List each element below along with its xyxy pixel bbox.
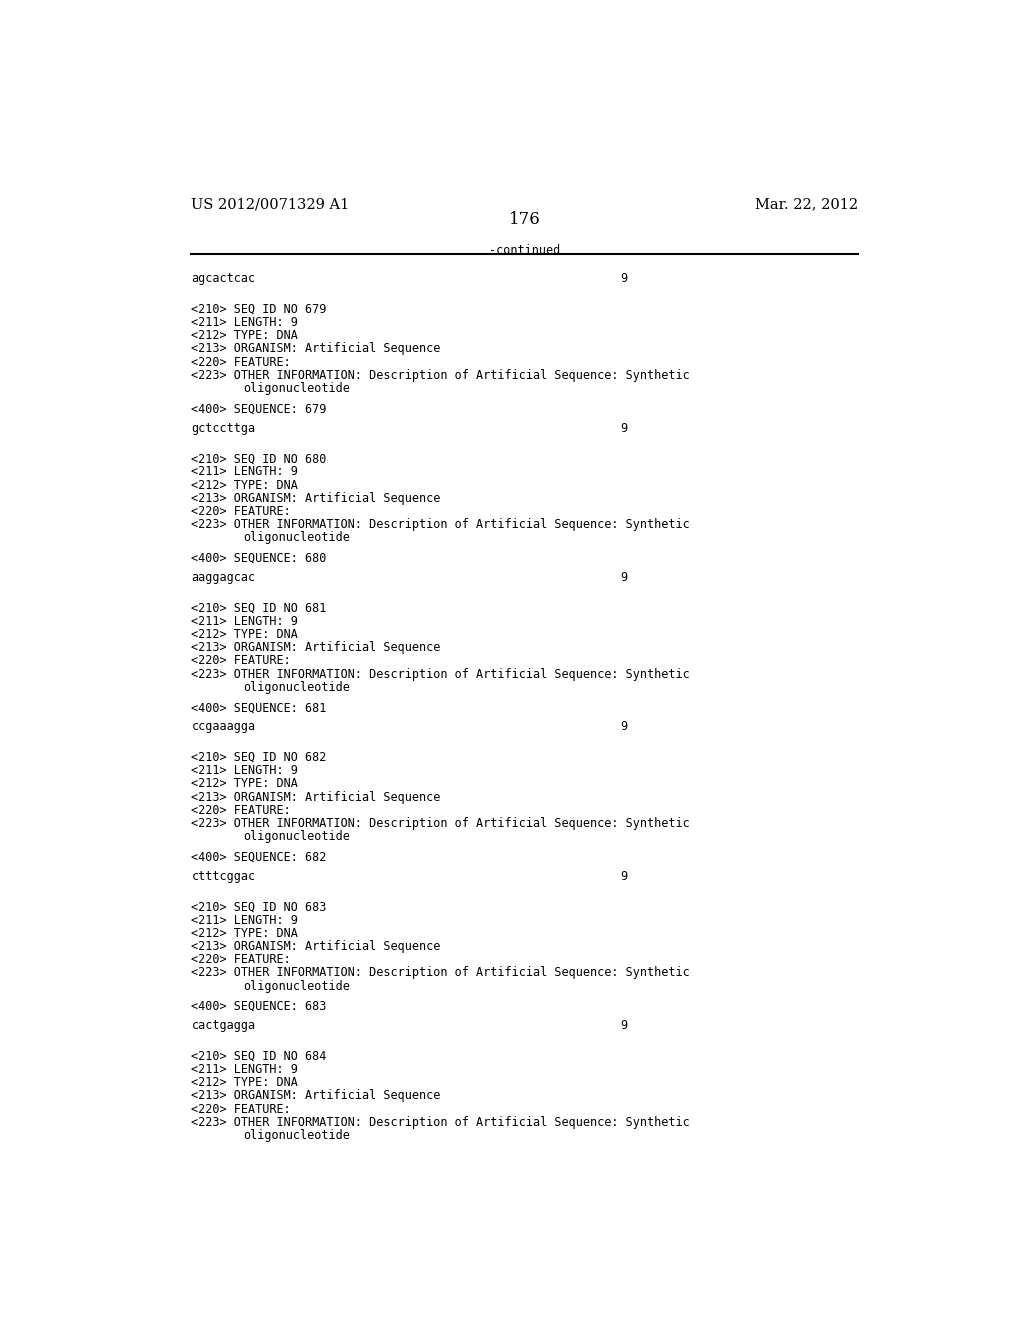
Text: <213> ORGANISM: Artificial Sequence: <213> ORGANISM: Artificial Sequence — [191, 642, 441, 655]
Text: <220> FEATURE:: <220> FEATURE: — [191, 953, 291, 966]
Text: <211> LENGTH: 9: <211> LENGTH: 9 — [191, 615, 298, 628]
Text: ccgaaagga: ccgaaagga — [191, 721, 256, 734]
Text: US 2012/0071329 A1: US 2012/0071329 A1 — [191, 197, 350, 211]
Text: <220> FEATURE:: <220> FEATURE: — [191, 506, 291, 517]
Text: oligonucleotide: oligonucleotide — [243, 681, 350, 694]
Text: <223> OTHER INFORMATION: Description of Artificial Sequence: Synthetic: <223> OTHER INFORMATION: Description of … — [191, 368, 690, 381]
Text: oligonucleotide: oligonucleotide — [243, 1129, 350, 1142]
Text: <400> SEQUENCE: 679: <400> SEQUENCE: 679 — [191, 403, 327, 416]
Text: <220> FEATURE:: <220> FEATURE: — [191, 355, 291, 368]
Text: <212> TYPE: DNA: <212> TYPE: DNA — [191, 777, 298, 791]
Text: 9: 9 — [620, 272, 627, 285]
Text: 9: 9 — [620, 721, 627, 734]
Text: 176: 176 — [509, 211, 541, 228]
Text: oligonucleotide: oligonucleotide — [243, 830, 350, 843]
Text: <223> OTHER INFORMATION: Description of Artificial Sequence: Synthetic: <223> OTHER INFORMATION: Description of … — [191, 966, 690, 979]
Text: <211> LENGTH: 9: <211> LENGTH: 9 — [191, 315, 298, 329]
Text: <223> OTHER INFORMATION: Description of Artificial Sequence: Synthetic: <223> OTHER INFORMATION: Description of … — [191, 519, 690, 531]
Text: ctttcggac: ctttcggac — [191, 870, 256, 883]
Text: <211> LENGTH: 9: <211> LENGTH: 9 — [191, 913, 298, 927]
Text: <212> TYPE: DNA: <212> TYPE: DNA — [191, 1076, 298, 1089]
Text: <210> SEQ ID NO 681: <210> SEQ ID NO 681 — [191, 602, 327, 615]
Text: <220> FEATURE:: <220> FEATURE: — [191, 804, 291, 817]
Text: <400> SEQUENCE: 683: <400> SEQUENCE: 683 — [191, 1001, 327, 1012]
Text: cactgagga: cactgagga — [191, 1019, 256, 1032]
Text: <400> SEQUENCE: 680: <400> SEQUENCE: 680 — [191, 552, 327, 565]
Text: <210> SEQ ID NO 679: <210> SEQ ID NO 679 — [191, 302, 327, 315]
Text: oligonucleotide: oligonucleotide — [243, 532, 350, 544]
Text: <210> SEQ ID NO 682: <210> SEQ ID NO 682 — [191, 751, 327, 764]
Text: <212> TYPE: DNA: <212> TYPE: DNA — [191, 329, 298, 342]
Text: <220> FEATURE:: <220> FEATURE: — [191, 1102, 291, 1115]
Text: <210> SEQ ID NO 684: <210> SEQ ID NO 684 — [191, 1049, 327, 1063]
Text: oligonucleotide: oligonucleotide — [243, 381, 350, 395]
Text: agcactcac: agcactcac — [191, 272, 256, 285]
Text: <223> OTHER INFORMATION: Description of Artificial Sequence: Synthetic: <223> OTHER INFORMATION: Description of … — [191, 817, 690, 830]
Text: 9: 9 — [620, 1019, 627, 1032]
Text: <210> SEQ ID NO 683: <210> SEQ ID NO 683 — [191, 900, 327, 913]
Text: Mar. 22, 2012: Mar. 22, 2012 — [755, 197, 858, 211]
Text: <211> LENGTH: 9: <211> LENGTH: 9 — [191, 1063, 298, 1076]
Text: <213> ORGANISM: Artificial Sequence: <213> ORGANISM: Artificial Sequence — [191, 342, 441, 355]
Text: <210> SEQ ID NO 680: <210> SEQ ID NO 680 — [191, 453, 327, 465]
Text: oligonucleotide: oligonucleotide — [243, 979, 350, 993]
Text: -continued: -continued — [489, 244, 560, 257]
Text: <212> TYPE: DNA: <212> TYPE: DNA — [191, 479, 298, 491]
Text: <213> ORGANISM: Artificial Sequence: <213> ORGANISM: Artificial Sequence — [191, 1089, 441, 1102]
Text: <400> SEQUENCE: 681: <400> SEQUENCE: 681 — [191, 701, 327, 714]
Text: <400> SEQUENCE: 682: <400> SEQUENCE: 682 — [191, 850, 327, 863]
Text: <220> FEATURE:: <220> FEATURE: — [191, 655, 291, 668]
Text: <212> TYPE: DNA: <212> TYPE: DNA — [191, 927, 298, 940]
Text: 9: 9 — [620, 421, 627, 434]
Text: aaggagcac: aaggagcac — [191, 572, 256, 583]
Text: <213> ORGANISM: Artificial Sequence: <213> ORGANISM: Artificial Sequence — [191, 940, 441, 953]
Text: <213> ORGANISM: Artificial Sequence: <213> ORGANISM: Artificial Sequence — [191, 791, 441, 804]
Text: <223> OTHER INFORMATION: Description of Artificial Sequence: Synthetic: <223> OTHER INFORMATION: Description of … — [191, 1115, 690, 1129]
Text: <211> LENGTH: 9: <211> LENGTH: 9 — [191, 466, 298, 478]
Text: gctccttga: gctccttga — [191, 421, 256, 434]
Text: <211> LENGTH: 9: <211> LENGTH: 9 — [191, 764, 298, 777]
Text: <223> OTHER INFORMATION: Description of Artificial Sequence: Synthetic: <223> OTHER INFORMATION: Description of … — [191, 668, 690, 681]
Text: <212> TYPE: DNA: <212> TYPE: DNA — [191, 628, 298, 642]
Text: 9: 9 — [620, 870, 627, 883]
Text: <213> ORGANISM: Artificial Sequence: <213> ORGANISM: Artificial Sequence — [191, 492, 441, 504]
Text: 9: 9 — [620, 572, 627, 583]
